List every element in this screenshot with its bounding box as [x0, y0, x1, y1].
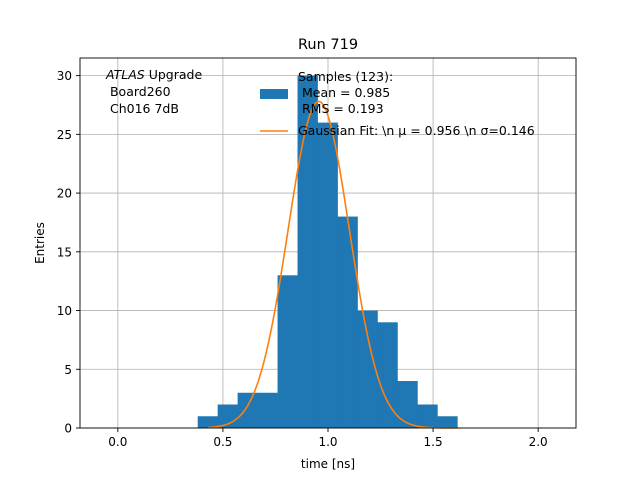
- x-axis-ticks: 0.0 0.5 1.0 1.5 2.0: [108, 428, 548, 449]
- y-tick-label: 20: [57, 187, 72, 201]
- histogram-bar: [237, 392, 258, 428]
- histogram-bar: [377, 322, 398, 428]
- histogram-bar: [317, 122, 338, 428]
- x-tick-label: 1.5: [424, 435, 443, 449]
- y-tick-label: 0: [64, 422, 72, 436]
- x-tick-label: 2.0: [529, 435, 548, 449]
- y-tick-label: 5: [64, 363, 72, 377]
- legend-histogram-swatch: [260, 89, 288, 99]
- annotation-line-2: Board260: [106, 84, 171, 99]
- x-tick-label: 0.5: [213, 435, 232, 449]
- x-axis-label: time [ns]: [301, 457, 355, 471]
- histogram-bar: [297, 75, 318, 428]
- histogram-bar: [357, 310, 378, 428]
- legend-fit-label: Gaussian Fit: \n μ = 0.956 \n σ=0.146: [298, 123, 535, 138]
- histogram-bar: [197, 416, 219, 428]
- y-tick-label: 25: [57, 128, 72, 142]
- legend-histogram-line-1: Samples (123):: [298, 69, 393, 84]
- histogram-bars: [197, 75, 458, 428]
- annotation-line-1: ATLAS Upgrade: [105, 67, 202, 82]
- y-tick-label: 30: [57, 69, 72, 83]
- y-axis-label: Entries: [33, 222, 47, 264]
- annotation-atlas-text: ATLAS: [105, 67, 145, 82]
- histogram-bar: [397, 381, 418, 428]
- histogram-bar: [337, 216, 358, 428]
- legend-histogram-line-3: RMS = 0.193: [298, 101, 384, 116]
- chart-title: Run 719: [298, 37, 358, 53]
- annotation-upgrade-text: Upgrade: [145, 67, 203, 82]
- gaussian-fit-curve: [208, 100, 459, 429]
- y-tick-label: 15: [57, 245, 72, 259]
- histogram-bar: [277, 275, 298, 428]
- histogram-bar: [257, 392, 278, 428]
- legend: Samples (123): Mean = 0.985 RMS = 0.193 …: [260, 69, 535, 138]
- annotation-line-3: Ch016 7dB: [106, 101, 179, 116]
- y-tick-label: 10: [57, 304, 72, 318]
- x-tick-label: 0.0: [108, 435, 127, 449]
- x-tick-label: 1.0: [318, 435, 337, 449]
- legend-histogram-line-2: Mean = 0.985: [298, 85, 390, 100]
- histogram-bar: [417, 404, 438, 428]
- histogram-bar: [437, 416, 458, 428]
- y-axis-ticks: 0 5 10 15 20 25 30: [57, 69, 80, 436]
- atlas-annotation: ATLAS Upgrade Board260 Ch016 7dB: [105, 67, 202, 116]
